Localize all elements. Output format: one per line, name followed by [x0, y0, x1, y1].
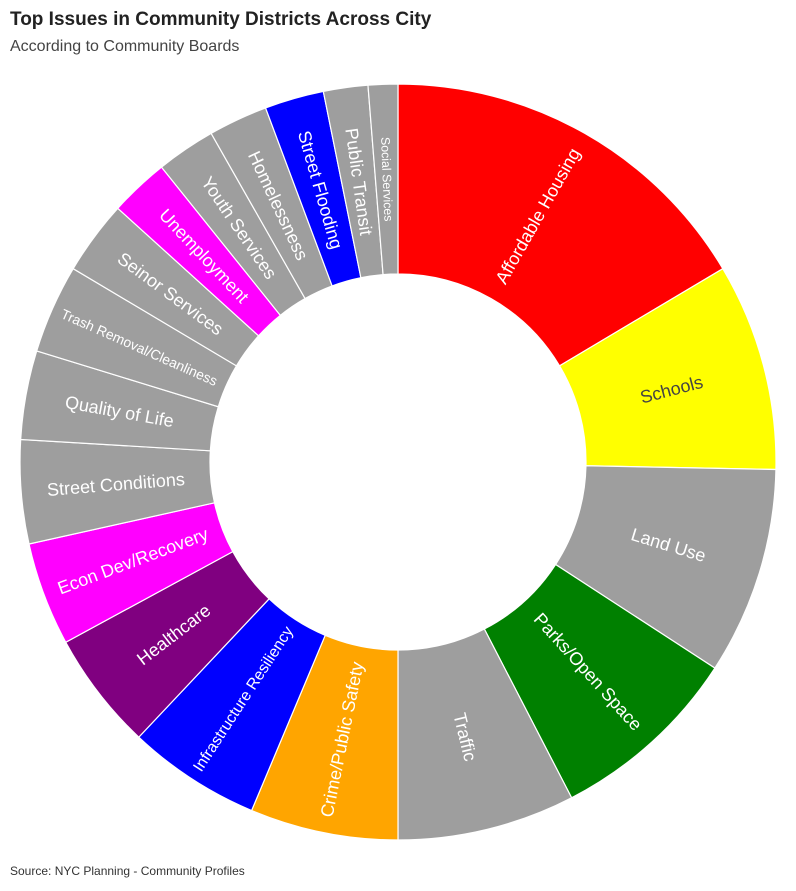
slice-affordable-housing [397, 83, 724, 367]
chart-title: Top Issues in Community Districts Across… [10, 9, 432, 30]
chart-subtitle: According to Community Boards [10, 38, 240, 55]
label-social-services: Social Services [378, 137, 395, 222]
slice-social-services [367, 83, 399, 276]
source-note: Source: NYC Planning - Community Profile… [10, 864, 245, 878]
